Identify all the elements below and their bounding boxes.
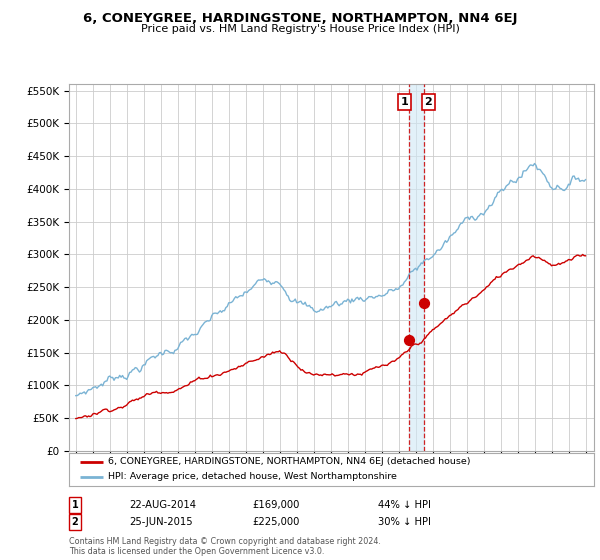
Text: 2: 2 bbox=[71, 517, 79, 527]
Text: 1: 1 bbox=[71, 500, 79, 510]
Text: 44% ↓ HPI: 44% ↓ HPI bbox=[378, 500, 431, 510]
Text: 6, CONEYGREE, HARDINGSTONE, NORTHAMPTON, NN4 6EJ (detached house): 6, CONEYGREE, HARDINGSTONE, NORTHAMPTON,… bbox=[109, 458, 471, 466]
Text: Price paid vs. HM Land Registry's House Price Index (HPI): Price paid vs. HM Land Registry's House … bbox=[140, 24, 460, 34]
Point bbox=[419, 299, 428, 308]
Text: 6, CONEYGREE, HARDINGSTONE, NORTHAMPTON, NN4 6EJ: 6, CONEYGREE, HARDINGSTONE, NORTHAMPTON,… bbox=[83, 12, 517, 25]
Text: Contains HM Land Registry data © Crown copyright and database right 2024.: Contains HM Land Registry data © Crown c… bbox=[69, 537, 381, 546]
Text: 25-JUN-2015: 25-JUN-2015 bbox=[129, 517, 193, 527]
Text: £169,000: £169,000 bbox=[252, 500, 299, 510]
Text: 30% ↓ HPI: 30% ↓ HPI bbox=[378, 517, 431, 527]
Text: This data is licensed under the Open Government Licence v3.0.: This data is licensed under the Open Gov… bbox=[69, 547, 325, 556]
Text: 1: 1 bbox=[401, 97, 409, 107]
Text: 2: 2 bbox=[425, 97, 433, 107]
Bar bbox=[409, 84, 424, 451]
Point bbox=[404, 335, 414, 344]
Text: HPI: Average price, detached house, West Northamptonshire: HPI: Average price, detached house, West… bbox=[109, 472, 397, 481]
Text: £225,000: £225,000 bbox=[252, 517, 299, 527]
Text: 22-AUG-2014: 22-AUG-2014 bbox=[129, 500, 196, 510]
